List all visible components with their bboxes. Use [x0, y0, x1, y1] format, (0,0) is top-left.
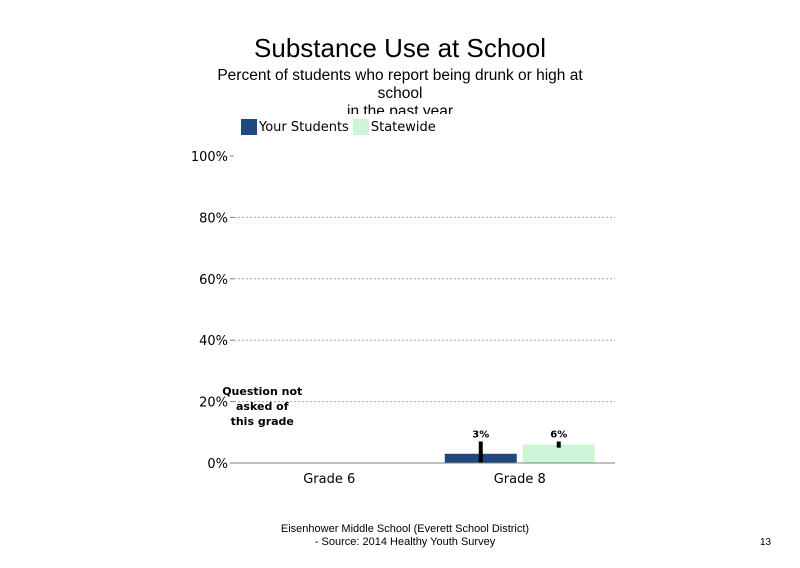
y-tick-label: 20% — [199, 396, 228, 411]
legend-label-your-students: Your Students — [259, 119, 349, 135]
y-tick-label: 80% — [199, 211, 228, 226]
y-tick-label: 100% — [191, 150, 228, 165]
page-number: 13 — [760, 537, 772, 548]
chart-legend: Your Students Statewide — [241, 118, 440, 136]
legend-swatch-your-students — [241, 119, 257, 135]
subtitle-line-1: Percent of students who report being dru… — [217, 67, 583, 84]
y-tick-label: 0% — [207, 457, 228, 472]
bar — [522, 444, 595, 463]
chart-subtitle: Percent of students who report being dru… — [200, 67, 600, 114]
legend-label-statewide: Statewide — [370, 119, 436, 135]
annotation-text: asked of — [236, 400, 289, 413]
y-tick-label: 60% — [199, 273, 228, 288]
annotation-text: this grade — [231, 415, 294, 428]
y-tick-label: 40% — [199, 334, 228, 349]
footer-line-2: - Source: 2014 Healthy Youth Survey — [314, 536, 496, 548]
footer-line-1: Eisenhower Middle School (Everett School… — [280, 523, 530, 535]
subtitle-line-2: school — [377, 85, 423, 102]
annotation-text: Question not — [222, 385, 302, 398]
chart-title: Substance Use at School — [254, 33, 546, 63]
x-tick-label: Grade 8 — [494, 472, 546, 487]
x-tick-label: Grade 6 — [303, 472, 355, 487]
legend-swatch-statewide — [352, 119, 369, 135]
subtitle-line-3: in the past year — [347, 103, 453, 114]
data-label: 3% — [472, 430, 489, 441]
legend-item-statewide: Statewide — [352, 119, 436, 135]
legend-item-your-students: Your Students — [241, 119, 349, 135]
footer: Eisenhower Middle School (Everett School… — [240, 523, 570, 549]
data-label: 6% — [550, 430, 567, 441]
